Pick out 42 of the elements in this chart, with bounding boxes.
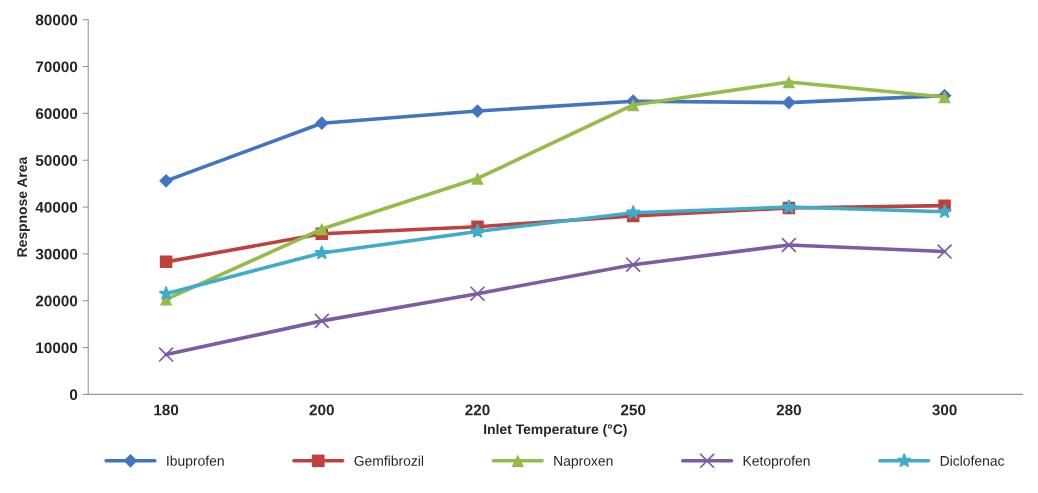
point [159,255,173,269]
y-tick-label: 70000 [35,61,78,73]
y-tick-label: 80000 [35,14,78,26]
y-tick-label: 50000 [35,155,78,166]
point [314,245,330,260]
legend-label: Ibuprofen [167,455,224,469]
point [625,204,641,220]
legend-label: Naproxen [554,456,613,469]
point [471,172,484,185]
point [782,75,796,89]
y-tick-label: 30000 [35,248,78,260]
point [470,104,485,118]
point [314,116,329,131]
point [159,173,173,188]
point [937,203,953,219]
point [158,346,174,363]
legend-label: Diclofenac [940,455,1005,466]
point [314,313,330,329]
x-tick-label: 300 [932,404,957,416]
y-axis-title: Respnose Area [17,156,30,257]
legend-label: Gemfibrozil [354,455,424,466]
y-tick-label: 0 [69,389,78,401]
point [315,222,329,236]
y-tick-label: 20000 [35,295,78,307]
y-tick-label: 40000 [35,201,78,213]
point [470,223,485,238]
y-tick-label: 10000 [36,342,78,354]
point [158,285,174,301]
x-tick-label: 220 [465,404,490,416]
point [626,98,640,112]
point [782,95,796,110]
y-tick-label: 60000 [35,108,78,120]
x-tick-label: 200 [309,404,334,416]
legend-label: Ketoprofen [743,455,810,469]
x-tick-label: 250 [620,404,646,416]
x-tick-label: 280 [776,404,801,416]
point [625,256,641,273]
x-axis-title: Inlet Temperature (°C) [484,423,627,437]
point [781,237,797,253]
point [936,243,953,260]
point [469,285,486,302]
x-tick-label: 180 [154,404,179,416]
